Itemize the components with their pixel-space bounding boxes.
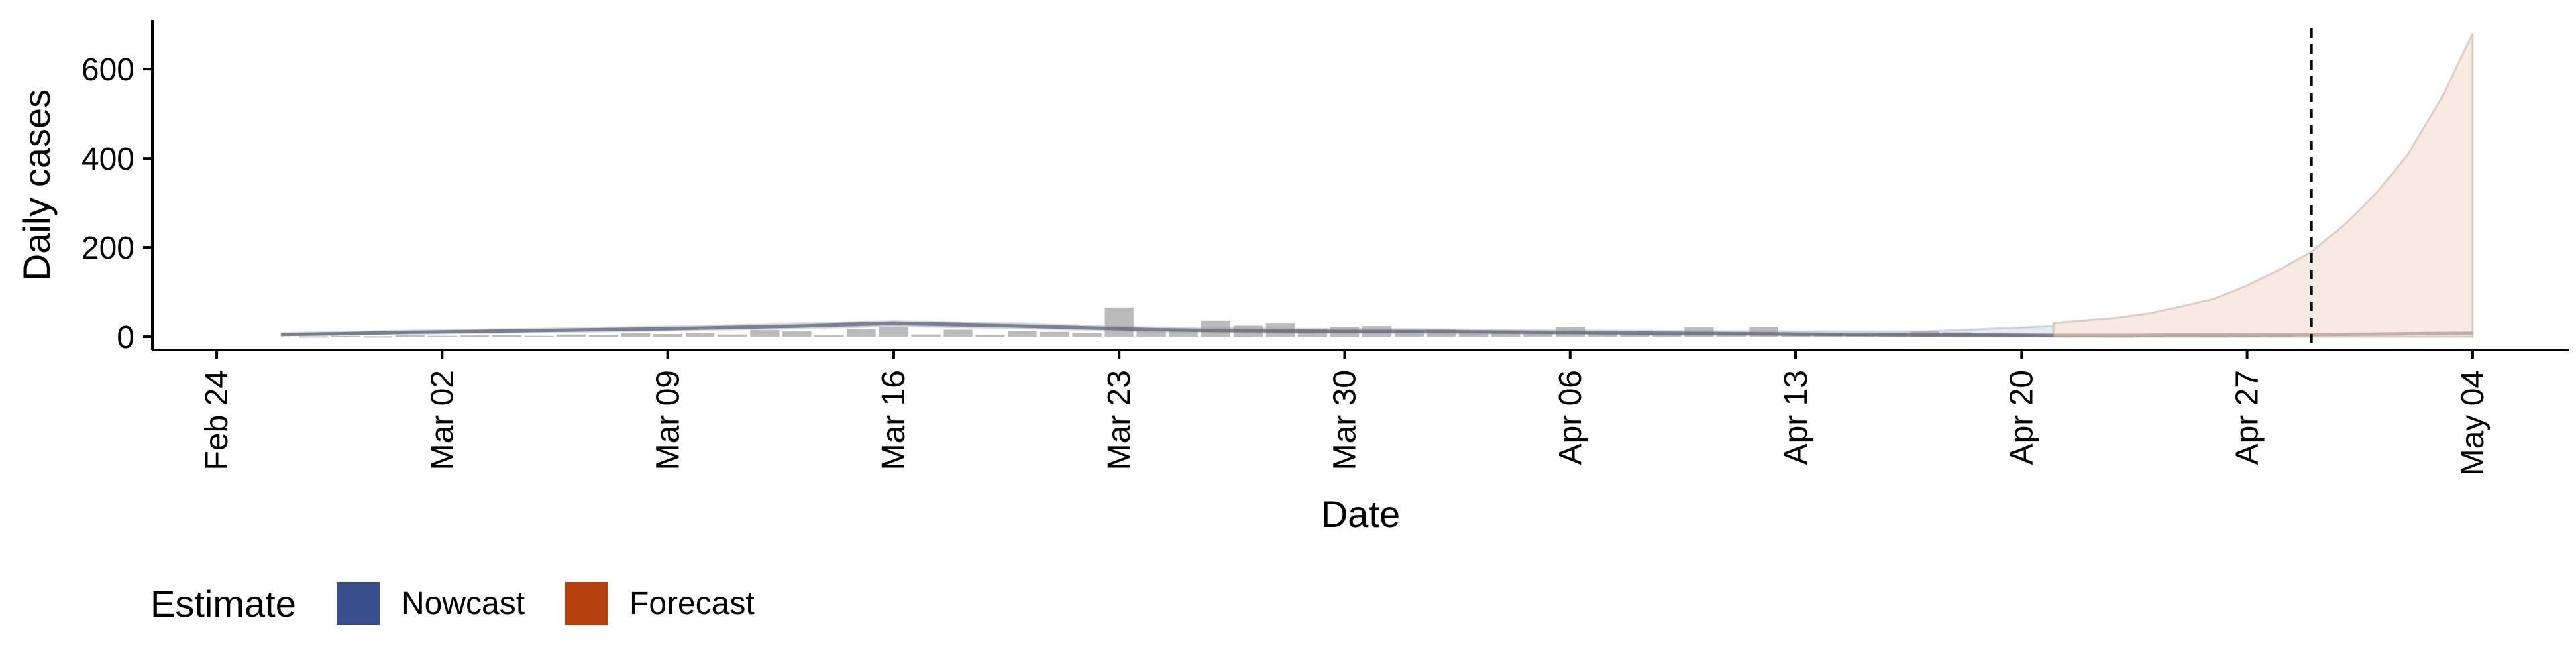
x-tick-label: Mar 23 — [1102, 370, 1137, 470]
legend-title: Estimate — [150, 583, 297, 625]
case-bar — [1169, 330, 1198, 337]
nowcast-median-line — [281, 321, 2054, 337]
x-tick-label: Feb 24 — [199, 370, 235, 470]
legend: Estimate Nowcast Forecast — [150, 582, 755, 625]
case-bar — [879, 327, 908, 337]
case-bar — [588, 335, 619, 337]
forecast-median-line — [2053, 331, 2473, 337]
case-bar — [1394, 330, 1424, 337]
case-bar — [331, 335, 360, 337]
case-bar — [847, 329, 876, 337]
x-tick-label: Mar 09 — [651, 370, 686, 470]
x-tick-label: Mar 30 — [1327, 370, 1362, 470]
case-bar — [1620, 333, 1650, 337]
case-bar — [1008, 331, 1037, 337]
case-bar — [2039, 335, 2068, 337]
legend-label-nowcast: Nowcast — [401, 586, 525, 622]
case-bar — [943, 329, 973, 337]
case-bar — [1136, 330, 1166, 337]
y-tick-label: 0 — [117, 320, 135, 355]
y-tick-label: 200 — [81, 231, 135, 266]
x-axis-title: Date — [1321, 493, 1400, 535]
x-tick-label: Mar 02 — [425, 370, 460, 470]
x-tick-label: May 04 — [2455, 370, 2491, 475]
y-axis-ticks: 0 200 400 600 — [81, 52, 152, 355]
x-tick-label: Apr 27 — [2230, 370, 2265, 465]
y-tick-label: 600 — [81, 52, 135, 88]
case-bar — [621, 333, 651, 337]
case-bar — [750, 330, 780, 337]
x-tick-label: Apr 06 — [1553, 370, 1589, 465]
forecast-band — [2052, 33, 2474, 338]
case-bar — [1040, 331, 1069, 337]
case-bar — [427, 335, 457, 337]
x-axis-ticks: Feb 24 Mar 02 Mar 09 Mar 16 Mar 23 Mar 30 Apr … — [199, 350, 2491, 475]
legend-label-forecast: Forecast — [629, 586, 755, 622]
case-bar — [782, 331, 812, 337]
x-tick-label: Apr 13 — [1778, 370, 1814, 465]
case-bar — [1588, 333, 1617, 337]
case-bar — [556, 334, 586, 337]
case-bar — [395, 335, 425, 337]
y-axis-title: Daily cases — [15, 89, 58, 281]
case-bar — [653, 334, 683, 337]
case-bar — [975, 335, 1005, 337]
legend-swatch-forecast — [565, 582, 608, 625]
y-tick-label: 400 — [81, 141, 135, 177]
case-bar — [1459, 331, 1489, 337]
axes — [151, 20, 2569, 351]
legend-swatch-nowcast — [337, 582, 380, 625]
case-bar — [814, 335, 844, 337]
case-bar — [1072, 333, 1102, 337]
case-bar — [460, 335, 490, 337]
case-bar — [363, 336, 392, 338]
case-bar — [1523, 332, 1553, 337]
case-bar — [492, 335, 522, 337]
case-bar — [718, 334, 747, 337]
case-bar — [1652, 334, 1682, 337]
case-bar — [299, 336, 328, 338]
estimate-bands — [280, 33, 2474, 338]
x-tick-label: Mar 16 — [876, 370, 912, 470]
case-bar — [524, 335, 554, 337]
case-bar — [686, 333, 715, 337]
x-tick-label: Apr 20 — [2004, 370, 2039, 465]
case-bar — [1104, 307, 1134, 337]
estimate-lines — [281, 321, 2473, 337]
case-bar — [911, 334, 941, 337]
